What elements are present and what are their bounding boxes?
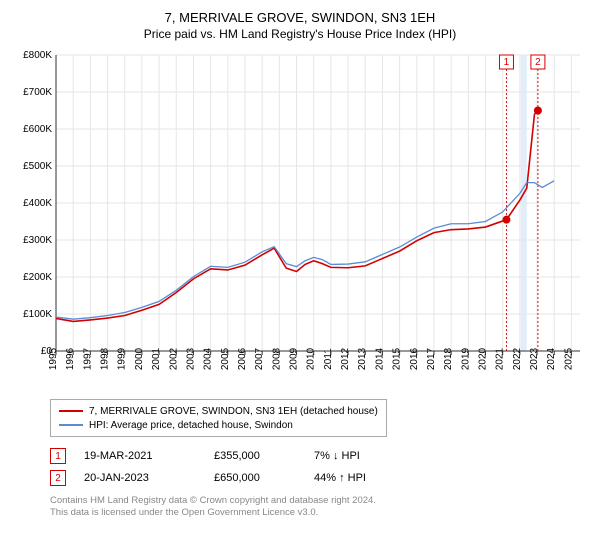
series-hpi (56, 181, 554, 319)
legend-row: 7, MERRIVALE GROVE, SWINDON, SN3 1EH (de… (59, 404, 378, 418)
y-tick-label: £300K (23, 235, 52, 246)
legend-label: 7, MERRIVALE GROVE, SWINDON, SN3 1EH (de… (89, 406, 378, 417)
legend-label: HPI: Average price, detached house, Swin… (89, 420, 293, 431)
sale-date: 19-MAR-2021 (84, 450, 214, 462)
page-subtitle: Price paid vs. HM Land Registry's House … (10, 27, 590, 41)
sale-row: 2 20-JAN-2023£650,00044% ↑ HPI (50, 467, 590, 489)
y-tick-label: £100K (23, 309, 52, 320)
legend-row: HPI: Average price, detached house, Swin… (59, 418, 378, 432)
guide-badge: 2 (535, 57, 541, 68)
y-tick-label: £800K (23, 51, 52, 61)
sale-price: £650,000 (214, 472, 314, 484)
sale-row: 1 19-MAR-2021£355,0007% ↓ HPI (50, 445, 590, 467)
guide-badge: 1 (504, 57, 510, 68)
sale-diff: 7% ↓ HPI (314, 450, 414, 462)
sale-date: 20-JAN-2023 (84, 472, 214, 484)
sale-badge: 2 (50, 470, 66, 486)
footer-line1: Contains HM Land Registry data © Crown c… (50, 495, 590, 507)
legend: 7, MERRIVALE GROVE, SWINDON, SN3 1EH (de… (50, 399, 387, 437)
chart-svg: £0£100K£200K£300K£400K£500K£600K£700K£80… (10, 51, 590, 391)
y-tick-label: £200K (23, 272, 52, 283)
sale-rows: 1 19-MAR-2021£355,0007% ↓ HPI 2 20-JAN-2023… (50, 445, 590, 489)
sale-badge: 1 (50, 448, 66, 464)
y-tick-label: £600K (23, 124, 52, 135)
price-chart: £0£100K£200K£300K£400K£500K£600K£700K£80… (10, 51, 590, 391)
legend-swatch (59, 410, 83, 412)
footer-attribution: Contains HM Land Registry data © Crown c… (50, 495, 590, 520)
y-tick-label: £700K (23, 87, 52, 98)
sale-price: £355,000 (214, 450, 314, 462)
y-tick-label: £500K (23, 161, 52, 172)
page-title: 7, MERRIVALE GROVE, SWINDON, SN3 1EH (10, 10, 590, 25)
legend-swatch (59, 424, 83, 426)
sale-diff: 44% ↑ HPI (314, 472, 414, 484)
y-tick-label: £400K (23, 198, 52, 209)
footer-line2: This data is licensed under the Open Gov… (50, 507, 590, 519)
